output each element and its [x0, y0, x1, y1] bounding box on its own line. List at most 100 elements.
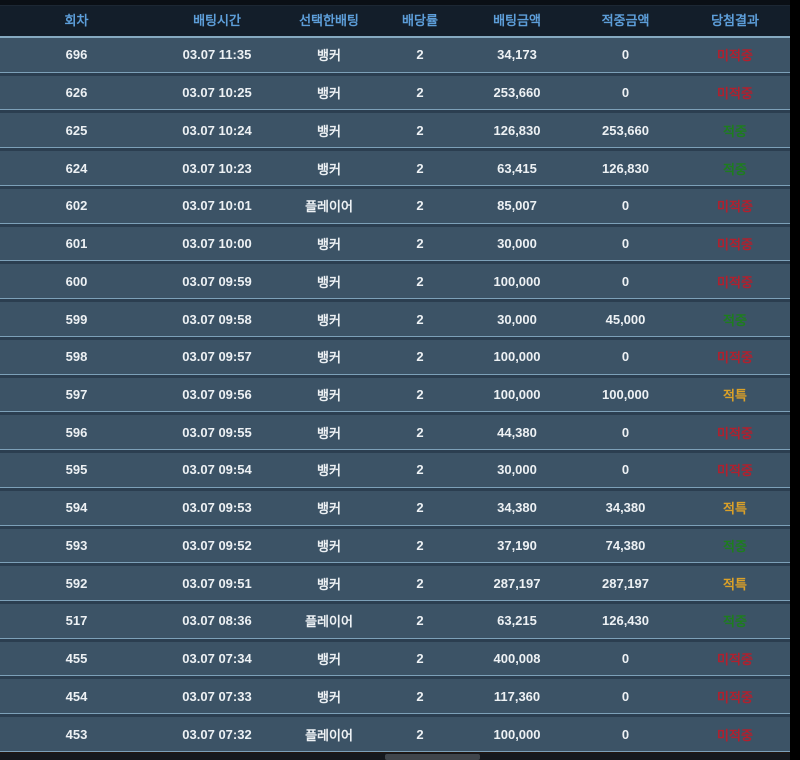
cell-time: 03.07 09:53 — [182, 500, 252, 516]
cell-bet: 126,830 — [493, 122, 541, 138]
cell-result: 적중 — [723, 123, 747, 139]
table-row: 454 03.07 07:33 뱅커 2 117,360 0 미적중 — [0, 679, 790, 715]
cell-round: 596 — [65, 424, 88, 440]
cell-odds: 2 — [416, 122, 424, 138]
cell-win: 0 — [621, 273, 630, 289]
cell-result: 적특 — [723, 576, 747, 592]
cell-round: 597 — [65, 386, 88, 402]
cell-result: 미적중 — [717, 86, 753, 102]
cell-odds: 2 — [416, 198, 424, 214]
cell-bet: 30,000 — [497, 311, 537, 327]
cell-result: 적특 — [723, 387, 747, 403]
cell-odds: 2 — [416, 273, 424, 289]
cell-result: 미적중 — [717, 199, 753, 215]
cell-bet: 253,660 — [493, 85, 541, 101]
cell-win: 0 — [621, 424, 630, 440]
cell-round: 594 — [65, 500, 88, 516]
table-row: 596 03.07 09:55 뱅커 2 44,380 0 미적중 — [0, 415, 790, 451]
table-row: 595 03.07 09:54 뱅커 2 30,000 0 미적중 — [0, 453, 790, 488]
cell-pick: 뱅커 — [317, 652, 341, 668]
cell-odds: 2 — [416, 349, 424, 365]
cell-time: 03.07 09:57 — [182, 349, 252, 365]
cell-result: 적중 — [723, 538, 747, 554]
table-row: 592 03.07 09:51 뱅커 2 287,197 287,197 적특 — [0, 566, 790, 602]
cell-bet: 44,380 — [497, 424, 537, 440]
cell-odds: 2 — [416, 537, 424, 553]
table-row: 597 03.07 09:56 뱅커 2 100,000 100,000 적특 — [0, 377, 790, 413]
cell-win: 100,000 — [602, 386, 649, 402]
cell-win: 0 — [621, 198, 630, 214]
cell-odds: 2 — [416, 236, 424, 252]
cell-time: 03.07 09:59 — [182, 273, 252, 289]
cell-win: 0 — [621, 236, 630, 252]
cell-pick: 뱅커 — [317, 86, 341, 102]
cell-time: 03.07 10:23 — [182, 160, 252, 176]
cell-pick: 뱅커 — [317, 576, 341, 592]
cell-result: 적중 — [723, 614, 747, 630]
cell-odds: 2 — [416, 160, 424, 176]
cell-pick: 플레이어 — [305, 727, 353, 743]
cell-pick: 플레이어 — [305, 614, 353, 630]
cell-odds: 2 — [416, 47, 424, 63]
cell-round: 454 — [65, 688, 88, 704]
cell-pick: 뱅커 — [317, 123, 341, 139]
table-row: 593 03.07 09:52 뱅커 2 37,190 74,380 적중 — [0, 528, 790, 564]
cell-bet: 30,000 — [497, 462, 537, 478]
column-header-bet: 배팅금액 — [493, 13, 541, 28]
cell-result: 미적중 — [717, 689, 753, 705]
cell-round: 626 — [65, 85, 88, 101]
table-row: 517 03.07 08:36 플레이어 2 63,215 126,430 적중 — [0, 604, 790, 639]
cell-bet: 37,190 — [497, 537, 537, 553]
cell-bet: 63,415 — [497, 160, 537, 176]
cell-round: 595 — [65, 462, 88, 478]
table-row: 624 03.07 10:23 뱅커 2 63,415 126,830 적중 — [0, 151, 790, 186]
cell-win: 0 — [621, 47, 630, 63]
column-header-pick: 선택한배팅 — [299, 13, 359, 28]
cell-round: 517 — [65, 613, 88, 629]
cell-time: 03.07 11:35 — [182, 47, 252, 63]
cell-round: 602 — [65, 198, 88, 214]
cell-pick: 뱅커 — [317, 48, 341, 64]
column-header-result: 당첨결과 — [711, 13, 759, 28]
cell-result: 적중 — [723, 161, 747, 177]
cell-time: 03.07 09:52 — [182, 537, 252, 553]
cell-pick: 뱅커 — [317, 312, 341, 328]
cell-win: 287,197 — [602, 575, 649, 591]
cell-win: 0 — [621, 726, 630, 742]
cell-pick: 뱅커 — [317, 237, 341, 253]
cell-round: 696 — [65, 47, 88, 63]
scrollbar-thumb[interactable] — [385, 754, 480, 760]
cell-win: 126,430 — [602, 613, 649, 629]
cell-time: 03.07 07:33 — [182, 688, 252, 704]
horizontal-scrollbar[interactable] — [0, 752, 790, 760]
cell-bet: 400,008 — [493, 651, 541, 667]
cell-time: 03.07 10:24 — [182, 122, 252, 138]
cell-win: 0 — [621, 85, 630, 101]
cell-round: 592 — [65, 575, 88, 591]
cell-pick: 뱅커 — [317, 274, 341, 290]
table-row: 602 03.07 10:01 플레이어 2 85,007 0 미적중 — [0, 188, 790, 224]
table-row: 453 03.07 07:32 플레이어 2 100,000 0 미적중 — [0, 717, 790, 752]
cell-win: 0 — [621, 651, 630, 667]
cell-time: 03.07 07:32 — [182, 726, 252, 742]
table-row: 598 03.07 09:57 뱅커 2 100,000 0 미적중 — [0, 339, 790, 375]
cell-pick: 뱅커 — [317, 350, 341, 366]
cell-pick: 플레이어 — [305, 199, 353, 215]
cell-result: 미적중 — [717, 652, 753, 668]
cell-result: 미적중 — [717, 350, 753, 366]
cell-win: 0 — [621, 688, 630, 704]
cell-result: 미적중 — [717, 727, 753, 743]
cell-time: 03.07 09:56 — [182, 386, 252, 402]
table-row: 455 03.07 07:34 뱅커 2 400,008 0 미적중 — [0, 641, 790, 677]
cell-bet: 63,215 — [497, 613, 537, 629]
cell-bet: 100,000 — [493, 386, 541, 402]
cell-time: 03.07 08:36 — [182, 613, 252, 629]
cell-pick: 뱅커 — [317, 538, 341, 554]
cell-result: 미적중 — [717, 48, 753, 64]
cell-bet: 100,000 — [493, 273, 541, 289]
cell-odds: 2 — [416, 500, 424, 516]
cell-round: 600 — [65, 273, 88, 289]
cell-round: 598 — [65, 349, 88, 365]
table-row: 625 03.07 10:24 뱅커 2 126,830 253,660 적중 — [0, 113, 790, 149]
